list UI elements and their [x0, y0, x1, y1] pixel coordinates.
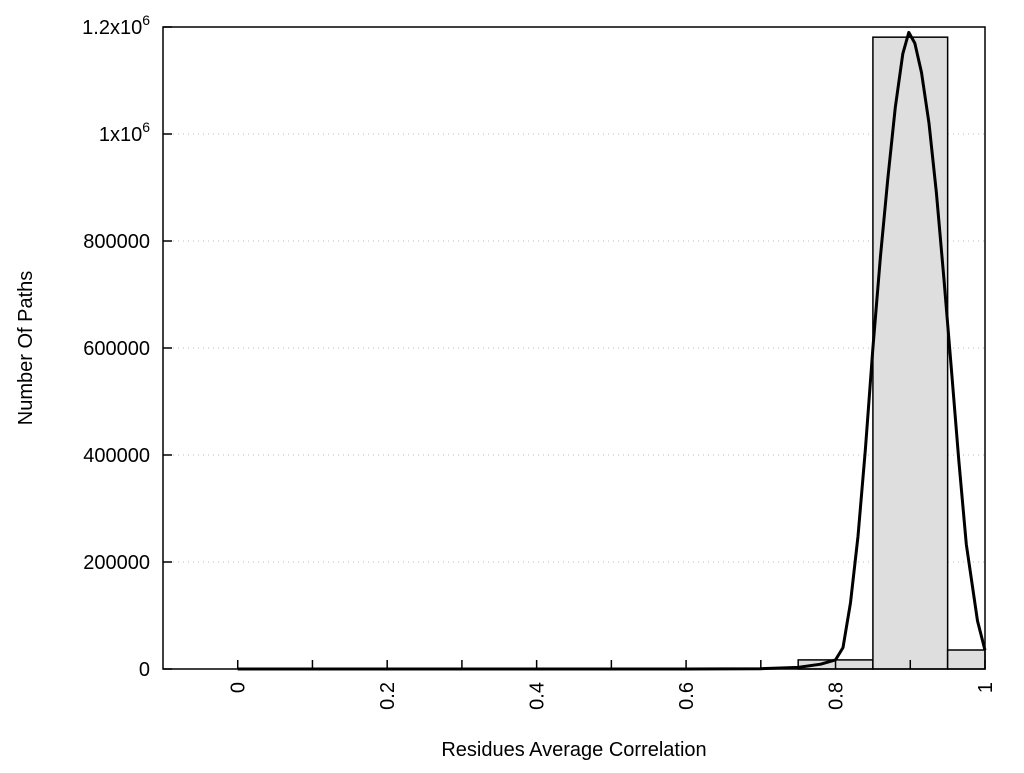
x-tick-label: 0.8	[826, 682, 848, 710]
x-tick-label: 1	[975, 682, 997, 693]
x-tick-label: 0.4	[527, 682, 549, 710]
y-tick-label: 1.2x106	[82, 12, 150, 39]
bars	[797, 36, 986, 670]
y-tick-label: 0	[139, 659, 150, 681]
y-tick-label: 600000	[83, 338, 150, 360]
y-tick-label: 400000	[83, 445, 150, 467]
y-tick-label: 1x106	[99, 119, 150, 146]
y-axis-ticks: 0 200000 400000 600000 800000 1x106 1.2x106	[82, 12, 172, 681]
y-tick-label: 800000	[83, 231, 150, 253]
histogram-bar	[946, 649, 986, 670]
y-tick-label: 200000	[83, 552, 150, 574]
x-tick-label: 0.2	[377, 682, 399, 710]
histogram-bar	[872, 36, 949, 670]
x-tick-label: 0	[228, 682, 250, 693]
x-axis-label: Residues Average Correlation	[441, 739, 706, 761]
y-axis-label: Number Of Paths	[15, 271, 37, 426]
x-tick-label: 0.6	[676, 682, 698, 710]
x-axis-ticks: 0 0.2 0.4 0.6 0.8 1	[228, 660, 997, 710]
